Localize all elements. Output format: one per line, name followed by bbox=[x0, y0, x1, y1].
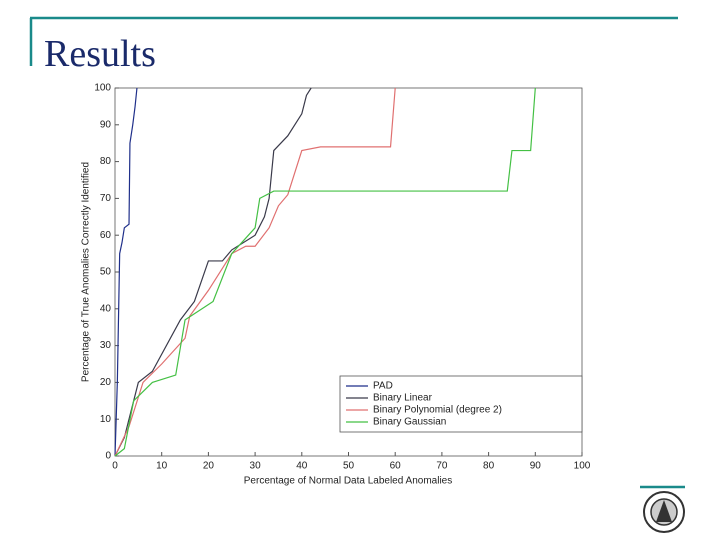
x-tick-label: 0 bbox=[112, 461, 118, 472]
series-line bbox=[114, 87, 536, 457]
x-tick-label: 100 bbox=[574, 461, 591, 472]
series-line bbox=[114, 87, 312, 457]
legend-label: Binary Polynomial (degree 2) bbox=[373, 405, 502, 416]
y-tick-label: 100 bbox=[94, 83, 111, 94]
slide-title: Results bbox=[44, 33, 156, 75]
legend-label: PAD bbox=[373, 381, 393, 392]
legend-label: Binary Linear bbox=[373, 393, 433, 404]
series-line bbox=[114, 87, 138, 457]
legend-label: Binary Gaussian bbox=[373, 417, 446, 428]
x-tick-label: 30 bbox=[250, 461, 262, 472]
y-tick-label: 90 bbox=[100, 119, 112, 130]
series-line bbox=[114, 87, 396, 457]
x-tick-label: 80 bbox=[483, 461, 495, 472]
x-tick-label: 60 bbox=[390, 461, 402, 472]
x-tick-label: 50 bbox=[343, 461, 355, 472]
y-tick-label: 70 bbox=[100, 193, 112, 204]
y-tick-label: 40 bbox=[100, 303, 112, 314]
y-tick-label: 80 bbox=[100, 156, 112, 167]
x-tick-label: 10 bbox=[156, 461, 168, 472]
legend-box bbox=[339, 375, 583, 433]
x-tick-label: 40 bbox=[296, 461, 308, 472]
x-axis-label: Percentage of Normal Data Labeled Anomal… bbox=[244, 476, 452, 487]
y-tick-label: 60 bbox=[100, 230, 112, 241]
x-tick-label: 20 bbox=[203, 461, 215, 472]
y-tick-label: 30 bbox=[100, 340, 112, 351]
x-tick-label: 70 bbox=[436, 461, 448, 472]
y-tick-label: 50 bbox=[100, 267, 112, 278]
y-tick-label: 20 bbox=[100, 377, 112, 388]
y-axis-label: Percentage of True Anomalies Correctly I… bbox=[81, 162, 92, 382]
y-tick-label: 10 bbox=[100, 414, 112, 425]
logo bbox=[656, 500, 672, 522]
x-tick-label: 90 bbox=[530, 461, 542, 472]
y-tick-label: 0 bbox=[105, 451, 111, 462]
